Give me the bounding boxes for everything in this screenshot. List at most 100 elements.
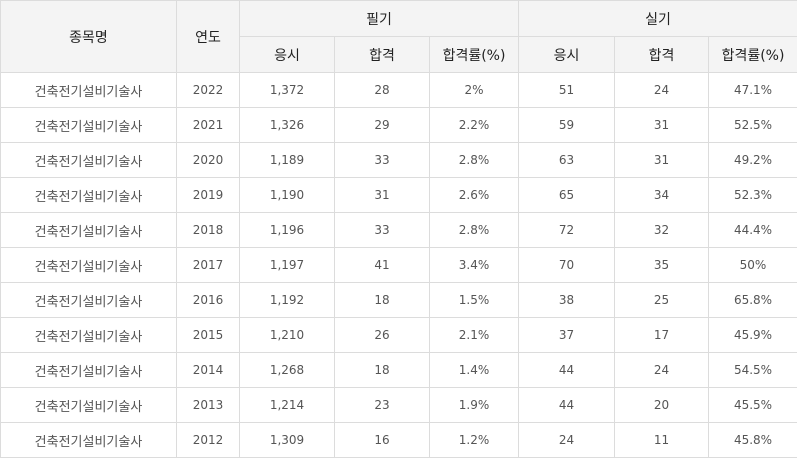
cell-written-apply: 1,268 xyxy=(239,352,335,388)
cell-name: 건축전기설비기술사 xyxy=(0,387,177,423)
cell-practical-pass: 31 xyxy=(614,142,709,178)
table-row: 건축전기설비기술사 2015 1,210 26 2.1% 37 17 45.9% xyxy=(0,317,797,353)
cell-practical-rate: 47.1% xyxy=(708,72,797,108)
cell-written-apply: 1,214 xyxy=(239,387,335,423)
cell-written-pass: 41 xyxy=(334,247,430,283)
cell-written-rate: 2% xyxy=(429,72,519,108)
table-header: 종목명 연도 필기 실기 응시 합격 합격률(%) 응시 합격 합격률(%) xyxy=(0,0,797,73)
table-row: 건축전기설비기술사 2018 1,196 33 2.8% 72 32 44.4% xyxy=(0,212,797,248)
header-written-pass: 합격 xyxy=(334,36,430,73)
cell-name: 건축전기설비기술사 xyxy=(0,72,177,108)
cell-practical-rate: 65.8% xyxy=(708,282,797,318)
cell-written-rate: 1.4% xyxy=(429,352,519,388)
cell-practical-apply: 38 xyxy=(518,282,615,318)
table-row: 건축전기설비기술사 2019 1,190 31 2.6% 65 34 52.3% xyxy=(0,177,797,213)
cell-written-pass: 33 xyxy=(334,212,430,248)
cell-year: 2021 xyxy=(176,107,240,143)
table-row: 건축전기설비기술사 2013 1,214 23 1.9% 44 20 45.5% xyxy=(0,387,797,423)
cell-name: 건축전기설비기술사 xyxy=(0,282,177,318)
table-row: 건축전기설비기술사 2012 1,309 16 1.2% 24 11 45.8% xyxy=(0,422,797,458)
header-practical-apply: 응시 xyxy=(518,36,615,73)
cell-written-rate: 3.4% xyxy=(429,247,519,283)
header-row-groups: 종목명 연도 필기 실기 xyxy=(0,0,797,73)
cell-written-apply: 1,197 xyxy=(239,247,335,283)
table-row: 건축전기설비기술사 2016 1,192 18 1.5% 38 25 65.8% xyxy=(0,282,797,318)
cell-written-pass: 26 xyxy=(334,317,430,353)
cell-written-rate: 2.1% xyxy=(429,317,519,353)
cell-written-apply: 1,189 xyxy=(239,142,335,178)
cell-written-rate: 2.2% xyxy=(429,107,519,143)
cell-practical-apply: 63 xyxy=(518,142,615,178)
cell-practical-apply: 37 xyxy=(518,317,615,353)
cell-practical-pass: 25 xyxy=(614,282,709,318)
table-row: 건축전기설비기술사 2022 1,372 28 2% 51 24 47.1% xyxy=(0,72,797,108)
cell-name: 건축전기설비기술사 xyxy=(0,177,177,213)
cell-practical-pass: 17 xyxy=(614,317,709,353)
cell-written-apply: 1,190 xyxy=(239,177,335,213)
cell-name: 건축전기설비기술사 xyxy=(0,422,177,458)
cell-year: 2012 xyxy=(176,422,240,458)
cell-year: 2018 xyxy=(176,212,240,248)
cell-practical-pass: 32 xyxy=(614,212,709,248)
cell-practical-apply: 59 xyxy=(518,107,615,143)
cell-year: 2020 xyxy=(176,142,240,178)
table-row: 건축전기설비기술사 2014 1,268 18 1.4% 44 24 54.5% xyxy=(0,352,797,388)
cell-practical-rate: 45.8% xyxy=(708,422,797,458)
cell-practical-pass: 24 xyxy=(614,72,709,108)
header-written-apply: 응시 xyxy=(239,36,335,73)
cell-practical-rate: 45.9% xyxy=(708,317,797,353)
header-practical-pass: 합격 xyxy=(614,36,709,73)
cell-practical-rate: 52.3% xyxy=(708,177,797,213)
cell-year: 2013 xyxy=(176,387,240,423)
cell-name: 건축전기설비기술사 xyxy=(0,107,177,143)
cell-practical-apply: 44 xyxy=(518,387,615,423)
cell-practical-rate: 49.2% xyxy=(708,142,797,178)
cell-practical-rate: 52.5% xyxy=(708,107,797,143)
cell-written-pass: 18 xyxy=(334,282,430,318)
cell-practical-apply: 65 xyxy=(518,177,615,213)
cell-name: 건축전기설비기술사 xyxy=(0,352,177,388)
cell-written-rate: 2.8% xyxy=(429,212,519,248)
cell-practical-rate: 54.5% xyxy=(708,352,797,388)
cell-year: 2015 xyxy=(176,317,240,353)
cell-written-pass: 18 xyxy=(334,352,430,388)
cell-year: 2022 xyxy=(176,72,240,108)
cell-practical-apply: 24 xyxy=(518,422,615,458)
cell-written-rate: 2.6% xyxy=(429,177,519,213)
cell-written-apply: 1,192 xyxy=(239,282,335,318)
cell-name: 건축전기설비기술사 xyxy=(0,142,177,178)
cell-practical-pass: 35 xyxy=(614,247,709,283)
cell-written-rate: 1.9% xyxy=(429,387,519,423)
cell-name: 건축전기설비기술사 xyxy=(0,212,177,248)
table-row: 건축전기설비기술사 2021 1,326 29 2.2% 59 31 52.5% xyxy=(0,107,797,143)
cell-written-apply: 1,210 xyxy=(239,317,335,353)
table-row: 건축전기설비기술사 2020 1,189 33 2.8% 63 31 49.2% xyxy=(0,142,797,178)
cell-year: 2019 xyxy=(176,177,240,213)
cell-year: 2017 xyxy=(176,247,240,283)
cell-name: 건축전기설비기술사 xyxy=(0,317,177,353)
cell-written-pass: 29 xyxy=(334,107,430,143)
cell-year: 2014 xyxy=(176,352,240,388)
cell-written-apply: 1,326 xyxy=(239,107,335,143)
header-practical-group: 실기 xyxy=(518,0,797,37)
cell-practical-apply: 44 xyxy=(518,352,615,388)
table-row: 건축전기설비기술사 2017 1,197 41 3.4% 70 35 50% xyxy=(0,247,797,283)
cell-practical-pass: 20 xyxy=(614,387,709,423)
cell-written-apply: 1,196 xyxy=(239,212,335,248)
cell-written-rate: 2.8% xyxy=(429,142,519,178)
header-name: 종목명 xyxy=(0,0,177,73)
cell-written-apply: 1,372 xyxy=(239,72,335,108)
table-body: 건축전기설비기술사 2022 1,372 28 2% 51 24 47.1% 건축전기설비기술사… xyxy=(0,72,797,458)
cell-written-rate: 1.5% xyxy=(429,282,519,318)
cell-written-apply: 1,309 xyxy=(239,422,335,458)
cell-practical-rate: 50% xyxy=(708,247,797,283)
cell-written-pass: 16 xyxy=(334,422,430,458)
cell-written-pass: 31 xyxy=(334,177,430,213)
header-year: 연도 xyxy=(176,0,240,73)
cell-practical-apply: 72 xyxy=(518,212,615,248)
cell-written-pass: 23 xyxy=(334,387,430,423)
header-written-group: 필기 xyxy=(239,0,519,37)
cell-written-pass: 33 xyxy=(334,142,430,178)
cell-practical-rate: 45.5% xyxy=(708,387,797,423)
